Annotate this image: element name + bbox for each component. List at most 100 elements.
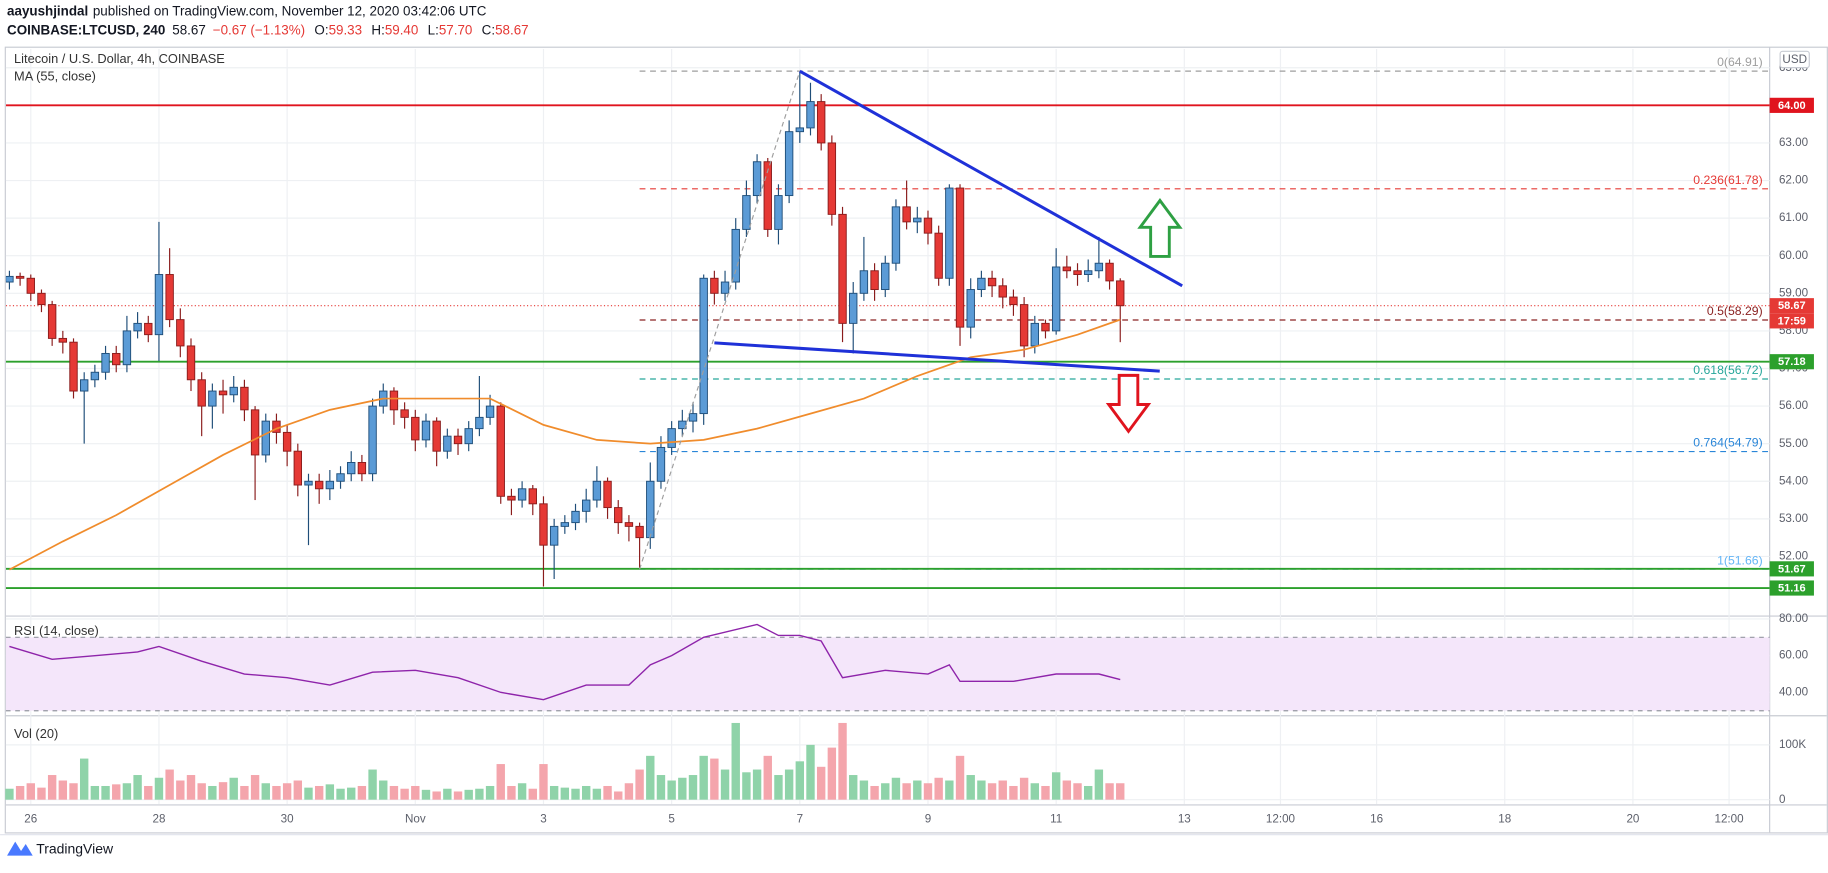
x-tick-label: 20	[1626, 813, 1639, 826]
candle-body	[859, 270, 869, 294]
x-tick-label: 11	[1050, 813, 1062, 826]
volume-bar	[987, 783, 997, 800]
x-tick-label: 3	[540, 813, 546, 826]
candle-body	[528, 488, 537, 505]
candle-body	[816, 101, 826, 144]
volume-bar	[5, 788, 14, 800]
symbol: COINBASE:LTCUSD, 240	[7, 22, 165, 37]
volume-bar	[90, 785, 100, 800]
candle-body	[827, 142, 837, 215]
volume-bar	[731, 722, 740, 800]
candle-body	[507, 495, 516, 501]
volume-bar	[581, 785, 591, 800]
x-tick-label: 5	[668, 813, 674, 826]
volume-bar	[646, 755, 655, 800]
candle-body	[165, 274, 174, 321]
candle-body	[5, 275, 14, 283]
x-tick-label: 9	[925, 813, 931, 826]
candle-body	[1041, 322, 1050, 332]
volume-bar	[667, 780, 676, 800]
quote-line: COINBASE:LTCUSD, 240 58.67 −0.67 (−1.13%) O…	[7, 22, 529, 37]
volume-bar	[688, 775, 698, 800]
candle-body	[517, 488, 527, 501]
volume-bar	[176, 780, 185, 800]
y-tick-label: 62.00	[1779, 174, 1809, 187]
candle-body	[998, 285, 1007, 298]
candle-body	[902, 206, 911, 223]
volume-bar	[571, 788, 580, 800]
candle-body	[1073, 270, 1082, 275]
volume-bar	[710, 758, 719, 800]
candle-body	[710, 277, 719, 294]
volume-bar	[1084, 785, 1093, 800]
volume-bar	[998, 780, 1007, 800]
y-tick-label: 0	[1779, 793, 1786, 806]
candle-body	[261, 420, 270, 456]
y-tick-label: 54.00	[1779, 474, 1809, 487]
candle-body	[784, 131, 794, 197]
volume-bar	[314, 785, 324, 800]
volume-bar	[902, 783, 911, 800]
candle-body	[37, 292, 46, 306]
fib-label: 0.764(54.79)	[1693, 436, 1762, 450]
volume-bar	[1094, 769, 1104, 800]
volume-bar	[656, 775, 666, 800]
candle-body	[208, 390, 217, 407]
rsi-legend: RSI (14, close)	[14, 623, 99, 638]
volume-bar	[229, 777, 238, 800]
level-badge: 64.00	[1778, 100, 1806, 112]
trendline	[799, 69, 1183, 288]
volume-bar	[614, 791, 623, 800]
volume-bar	[923, 783, 933, 800]
candle-body	[624, 522, 634, 527]
candle-body	[464, 428, 473, 445]
candle-body	[176, 319, 185, 347]
candle-body	[496, 405, 505, 497]
candle-body	[934, 232, 943, 279]
candle-body	[400, 409, 409, 418]
volume-bar	[69, 783, 78, 800]
chart-title: Litecoin / U.S. Dollar, 4h, COINBASE	[14, 51, 225, 66]
candle-body	[987, 277, 997, 287]
plot-layer: 0(64.91) 0.236(61.78) 0.5(58.29) 0.618(56.7…	[5, 48, 1814, 826]
candle-body	[411, 416, 420, 441]
candle-body	[752, 161, 762, 197]
currency-box	[1779, 50, 1810, 69]
volume-bar	[1009, 785, 1018, 800]
volume-bar	[945, 780, 954, 800]
volume-bar	[112, 784, 121, 800]
candle-body	[1105, 262, 1114, 282]
candle-body	[144, 322, 153, 336]
volume-bar	[784, 769, 794, 800]
candle-body	[656, 446, 666, 482]
volume-bar	[977, 780, 986, 800]
candle-body	[806, 101, 815, 129]
publisher: aayushjindal	[7, 3, 88, 18]
candle-body	[560, 522, 570, 527]
y-tick-label: 61.00	[1779, 211, 1809, 224]
volume-bar	[1051, 772, 1061, 800]
candle-body	[1019, 304, 1029, 347]
volume-bar	[1041, 785, 1050, 800]
volume-bar	[240, 785, 249, 800]
candle-body	[325, 480, 335, 490]
level-badge: 51.67	[1778, 563, 1806, 575]
candle-body	[1062, 266, 1072, 272]
volume-bar	[849, 775, 858, 800]
volume-bar	[122, 783, 132, 800]
ohlc-value: 57.70	[439, 22, 473, 37]
level-badge-bg	[1769, 580, 1814, 596]
up-arrow	[1137, 198, 1183, 258]
volume-bar	[432, 791, 441, 800]
volume-bar	[1116, 783, 1125, 800]
volume-bar	[539, 764, 548, 800]
candle-body	[870, 270, 879, 291]
fib-label: 0(64.91)	[1717, 55, 1763, 69]
candle-body	[69, 341, 78, 392]
candle-body	[197, 379, 206, 407]
fib-label: 1(51.66)	[1717, 553, 1763, 567]
volume-bar	[218, 782, 228, 800]
grid-layer	[5, 48, 1770, 805]
volume-bar	[795, 761, 805, 800]
